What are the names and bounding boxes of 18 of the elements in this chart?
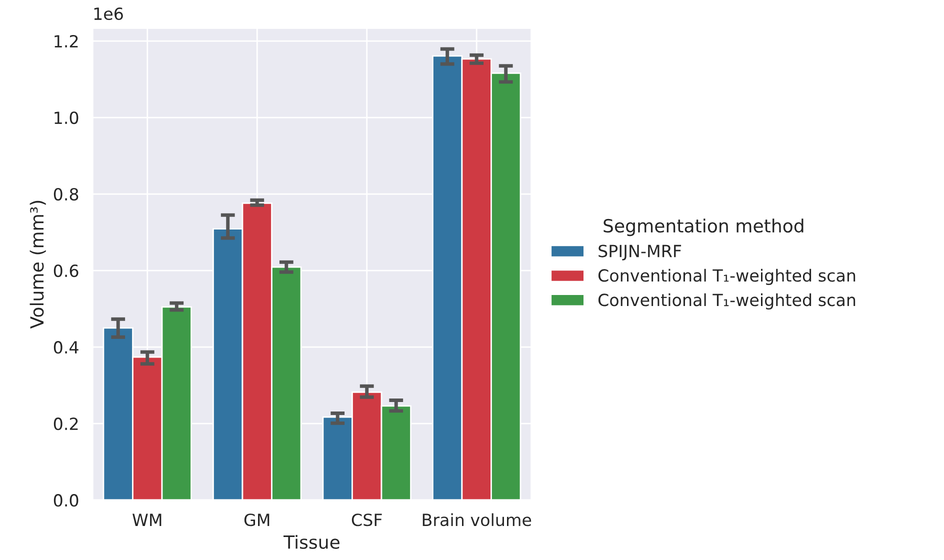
y-tick-label: 1.0 <box>54 111 78 124</box>
x-tick-label: WM <box>132 514 162 526</box>
y-tick-label: 0.8 <box>54 188 78 201</box>
x-tick-label: GM <box>244 514 270 526</box>
legend-label: SPIJN-MRF <box>598 244 682 260</box>
x-tick-label: CSF <box>352 514 382 526</box>
legend-label: Conventional T₁-weighted scan <box>598 293 856 310</box>
legend-label: Conventional T₁-weighted scan <box>598 268 856 286</box>
x-axis-title: Tissue <box>284 534 340 549</box>
y-tick-label: 0.4 <box>54 341 78 354</box>
legend-title: Segmentation method <box>604 218 804 236</box>
y-tick-label: 0.2 <box>54 418 78 430</box>
x-tick-label: Brain volume <box>422 513 532 526</box>
text: 1e6 <box>94 7 123 20</box>
y-tick-label: 0.6 <box>54 264 78 278</box>
y-axis-title: Volume (mm³) <box>30 200 46 329</box>
y-tick-label: 0.0 <box>54 494 78 507</box>
y-tick-label: 1.2 <box>54 34 78 48</box>
